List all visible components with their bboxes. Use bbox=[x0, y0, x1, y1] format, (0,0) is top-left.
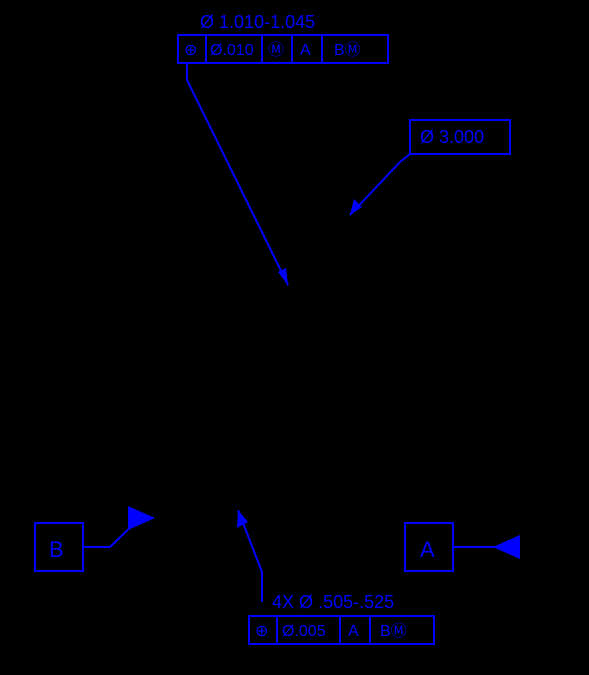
fcf-bolt-holes: ⊕ Ø.005 A BⓂ bbox=[249, 616, 434, 644]
datum-B-label: B bbox=[49, 537, 64, 562]
fcf1-mmc: Ⓜ bbox=[268, 41, 284, 59]
fcf2-tol: Ø.005 bbox=[282, 623, 326, 640]
fcf1-datumB: BⓂ bbox=[334, 41, 361, 59]
datum-A-label: A bbox=[420, 537, 435, 562]
dia-value: 1.010-1.045 bbox=[219, 12, 315, 32]
dimension-bolt-holes: 4X Ø .505-.525 bbox=[272, 592, 394, 612]
dia-symbol-2: Ø bbox=[420, 127, 434, 147]
dia-value-2: 3.000 bbox=[439, 127, 484, 147]
datum-B: B bbox=[35, 506, 155, 571]
svg-text:Ø 3.000: Ø 3.000 bbox=[420, 127, 484, 147]
fcf2-datumB: BⓂ bbox=[380, 622, 407, 640]
svg-text:Ø 1.010-1.045: Ø 1.010-1.045 bbox=[200, 12, 315, 32]
dimension-outer-diameter: Ø 3.000 bbox=[350, 120, 510, 215]
fcf1-datumA: A bbox=[300, 42, 311, 59]
dia-symbol-3: Ø bbox=[299, 592, 313, 612]
svg-text:4X Ø: 4X Ø .505-.525 bbox=[272, 592, 394, 612]
dia-value-3: .505-.525 bbox=[318, 592, 394, 612]
fcf2-datumA: A bbox=[348, 623, 359, 640]
leader-bolt-holes bbox=[237, 510, 262, 602]
fcf-center-hole: ⊕ Ø.010 Ⓜ A BⓂ bbox=[178, 35, 388, 63]
fcf1-symbol: ⊕ bbox=[184, 42, 197, 59]
leader-center-hole bbox=[187, 63, 288, 285]
dimension-center-hole: Ø 1.010-1.045 bbox=[200, 12, 315, 32]
fcf2-symbol: ⊕ bbox=[255, 623, 268, 640]
hole-count: 4X bbox=[272, 592, 294, 612]
datum-A: A bbox=[405, 523, 520, 571]
dia-symbol: Ø bbox=[200, 12, 214, 32]
fcf1-tol: Ø.010 bbox=[210, 42, 254, 59]
